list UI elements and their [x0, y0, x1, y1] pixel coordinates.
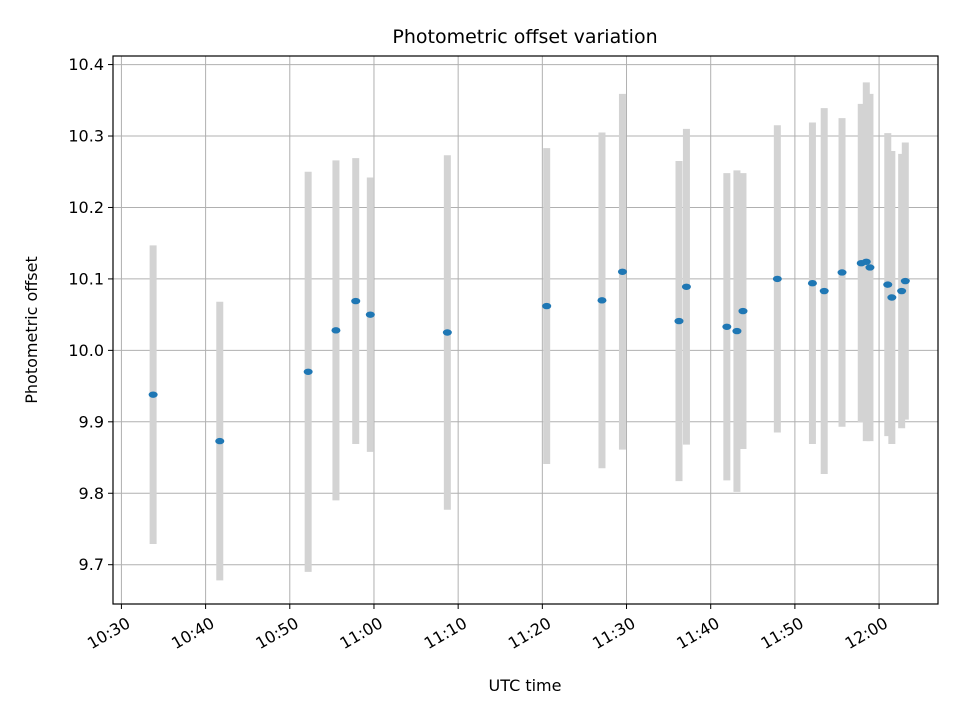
- data-point: [542, 302, 552, 310]
- data-point: [597, 297, 607, 304]
- data-points: [148, 258, 910, 445]
- x-tick-label: 11:50: [757, 613, 806, 653]
- data-point: [331, 327, 341, 334]
- data-point: [837, 269, 847, 276]
- x-tick-label: 11:10: [421, 613, 470, 653]
- x-tick-label: 11:30: [589, 613, 638, 653]
- data-point: [442, 329, 452, 336]
- data-point: [674, 317, 684, 325]
- y-tick-label: 9.9: [79, 412, 104, 431]
- y-tick-label: 10.2: [68, 198, 104, 217]
- x-axis-ticks: 10:30 10:40 10:50 11:00 11:10 11:20 11:30 11:40…: [84, 604, 891, 653]
- error-bars: [149, 82, 909, 581]
- data-point: [865, 264, 875, 271]
- x-tick-label: 12:00: [842, 613, 891, 653]
- y-axis-ticks: 9.7 9.8 9.9 10.0 10.1 10.2 10.3 10.4: [68, 55, 113, 574]
- data-point: [807, 280, 817, 287]
- x-axis-label: UTC time: [489, 676, 562, 695]
- x-tick-label: 10:50: [252, 613, 301, 653]
- data-point: [897, 287, 907, 295]
- data-point: [887, 294, 897, 301]
- x-tick-label: 11:40: [673, 613, 722, 653]
- data-point: [732, 327, 742, 335]
- data-point: [819, 287, 829, 295]
- y-tick-label: 9.8: [79, 484, 104, 503]
- grid: [113, 56, 938, 604]
- data-point: [365, 311, 375, 318]
- x-tick-label: 10:30: [84, 613, 133, 653]
- data-point: [738, 307, 748, 315]
- y-axis-label: Photometric offset: [22, 256, 41, 404]
- x-tick-label: 11:20: [505, 613, 554, 653]
- data-point: [303, 368, 313, 375]
- data-point: [351, 297, 361, 305]
- data-point: [900, 277, 910, 285]
- data-point: [772, 275, 782, 283]
- y-tick-label: 10.3: [68, 127, 104, 146]
- data-point: [883, 281, 893, 288]
- data-point: [148, 391, 158, 398]
- y-tick-label: 10.1: [68, 269, 104, 288]
- data-point: [722, 323, 732, 330]
- x-tick-label: 10:40: [168, 613, 217, 653]
- chart-title: Photometric offset variation: [392, 26, 657, 48]
- y-tick-label: 10.0: [68, 341, 104, 360]
- x-tick-label: 11:00: [337, 613, 386, 653]
- data-point: [617, 268, 627, 275]
- y-tick-label: 9.7: [79, 555, 104, 574]
- y-tick-label: 10.4: [68, 55, 104, 74]
- data-point: [215, 437, 225, 445]
- data-point: [681, 283, 691, 290]
- data-point: [861, 258, 871, 265]
- plot-frame: [112, 55, 939, 605]
